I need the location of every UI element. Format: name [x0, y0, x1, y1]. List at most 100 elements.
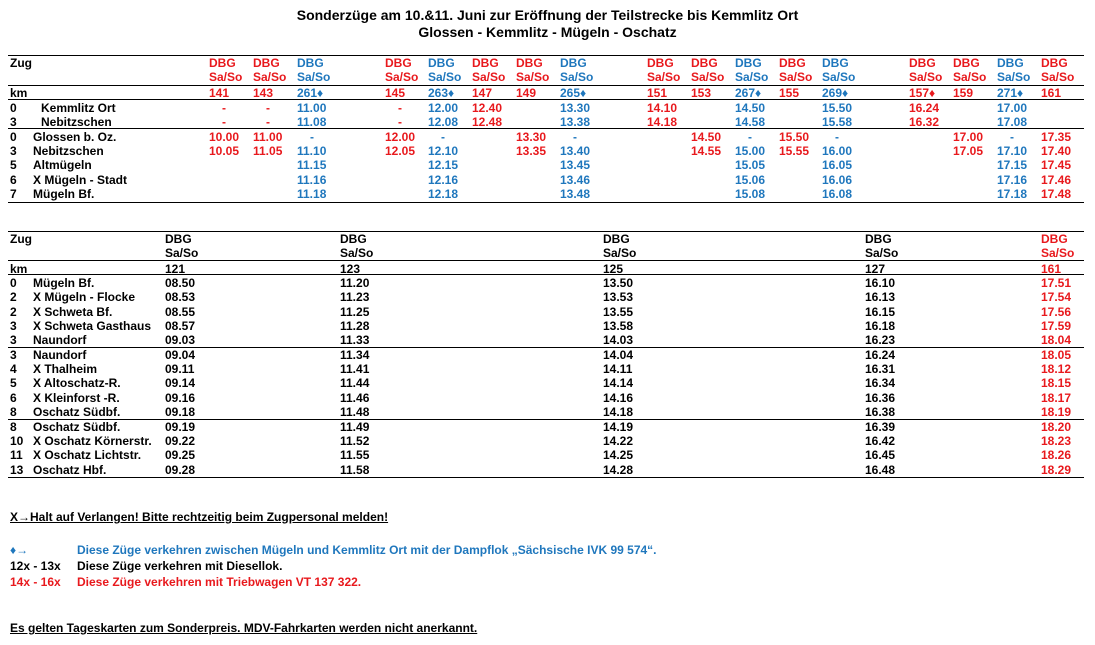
time-cell: 14.22	[603, 433, 634, 448]
km-value: 5	[10, 376, 17, 391]
km-value: 13	[10, 462, 24, 477]
km-rule	[8, 274, 1084, 275]
time-cell: -	[266, 115, 270, 129]
km-value: 6	[10, 390, 17, 405]
section-rule	[8, 128, 1084, 129]
time-cell: -	[222, 101, 226, 115]
time-cell: 14.03	[603, 333, 634, 348]
time-cell: 18.15	[1041, 376, 1072, 391]
km-value: 2	[10, 304, 17, 319]
time-cell: 16.23	[865, 333, 896, 348]
station-name: X Kleinforst -R.	[33, 390, 120, 405]
station-name: X Oschatz Lichtstr.	[33, 448, 142, 463]
time-cell: 14.58	[735, 115, 766, 129]
time-cell: 13.35	[516, 144, 547, 158]
station-name: X Altoschatz-R.	[33, 376, 121, 391]
train-days: Sa/So	[165, 246, 199, 260]
time-cell: 17.51	[1041, 276, 1072, 290]
km-value: 0	[10, 276, 17, 290]
time-cell: 13.38	[560, 115, 591, 129]
time-cell: 14.18	[603, 405, 634, 420]
station-name: X Schweta Bf.	[33, 304, 113, 319]
time-cell: 12.16	[428, 173, 459, 187]
station-name: Altmügeln	[33, 158, 92, 172]
station-name: Oschatz Südbf.	[33, 405, 121, 420]
time-cell: 15.00	[735, 144, 766, 158]
time-cell: 10.00	[209, 130, 240, 144]
km-value: 0	[10, 101, 17, 115]
train-operator: DBG	[1041, 232, 1068, 246]
time-cell: 12.00	[428, 101, 459, 115]
time-cell: 09.19	[165, 419, 196, 434]
station-name: Mügeln Bf.	[33, 276, 95, 290]
time-cell: 17.56	[1041, 304, 1072, 319]
time-cell: -	[398, 101, 402, 115]
train-days: Sa/So	[560, 70, 594, 84]
time-cell: 15.08	[735, 187, 766, 201]
train-number: 141	[209, 86, 230, 100]
train-number: 161	[1041, 86, 1062, 100]
train-number: 147	[472, 86, 493, 100]
time-cell: 11.15	[297, 158, 327, 172]
km-value: 10	[10, 433, 24, 448]
time-cell: 09.04	[165, 347, 196, 362]
time-cell: 17.59	[1041, 319, 1072, 334]
time-cell: 14.11	[603, 362, 633, 377]
section-rule-oschatz	[8, 419, 1084, 420]
train-days: Sa/So	[253, 70, 287, 84]
time-cell: 16.48	[865, 462, 896, 477]
train-days: Sa/So	[297, 70, 331, 84]
train-days: Sa/So	[603, 246, 637, 260]
time-cell: 18.26	[1041, 448, 1072, 463]
time-cell: 18.05	[1041, 347, 1072, 362]
train-operator: DBG	[691, 56, 718, 70]
time-cell: 15.06	[735, 173, 766, 187]
time-cell: -	[266, 101, 270, 115]
time-cell: 17.15	[997, 158, 1028, 172]
train-number: 157♦	[909, 86, 936, 100]
km-value: 3	[10, 319, 17, 334]
time-cell: 11.33	[340, 333, 370, 348]
time-cell: 14.55	[691, 144, 722, 158]
time-cell: 14.16	[603, 390, 634, 405]
time-cell: 11.10	[297, 144, 327, 158]
time-cell: 11.34	[340, 347, 370, 362]
time-cell: 16.08	[822, 187, 853, 201]
diesel-note: Diese Züge verkehren mit Diesellok.	[77, 559, 283, 573]
train-number: 155	[779, 86, 800, 100]
time-cell: 14.50	[735, 101, 766, 115]
km-label: km	[10, 86, 28, 100]
km-value: 2	[10, 290, 17, 305]
time-cell: 18.29	[1041, 462, 1072, 477]
km-value: 11	[10, 448, 23, 463]
section-rule-naundorf	[8, 347, 1084, 348]
time-cell: 11.44	[340, 376, 370, 391]
km-value: 7	[10, 187, 17, 201]
page-title: Sonderzüge am 10.&11. Juni zur Eröffnung…	[296, 7, 799, 23]
time-cell: 12.10	[428, 144, 459, 158]
time-cell: 13.30	[516, 130, 547, 144]
train-operator: DBG	[822, 56, 849, 70]
time-cell: 11.00	[253, 130, 283, 144]
train-operator: DBG	[735, 56, 762, 70]
km-value: 4	[10, 362, 17, 377]
time-cell: 13.45	[560, 158, 591, 172]
train-number: 261♦	[297, 86, 324, 100]
train-operator: DBG	[253, 56, 280, 70]
time-cell: 15.55	[779, 144, 810, 158]
time-cell: 10.05	[209, 144, 240, 158]
time-cell: 16.31	[865, 362, 896, 377]
time-cell: 17.45	[1041, 158, 1072, 172]
time-cell: 11.55	[340, 448, 370, 463]
km-rule	[8, 99, 1084, 100]
time-cell: 12.48	[472, 115, 503, 129]
time-cell: 17.05	[953, 144, 984, 158]
time-cell: 16.00	[822, 144, 853, 158]
time-cell: 17.10	[997, 144, 1028, 158]
train-days: Sa/So	[647, 70, 681, 84]
halt-on-request-note: X→Halt auf Verlangen! Bitte rechtzeitig …	[10, 510, 389, 524]
time-cell: 11.00	[297, 101, 327, 115]
time-cell: 17.16	[997, 173, 1028, 187]
train-number: 149	[516, 86, 537, 100]
time-cell: 12.18	[428, 187, 459, 201]
